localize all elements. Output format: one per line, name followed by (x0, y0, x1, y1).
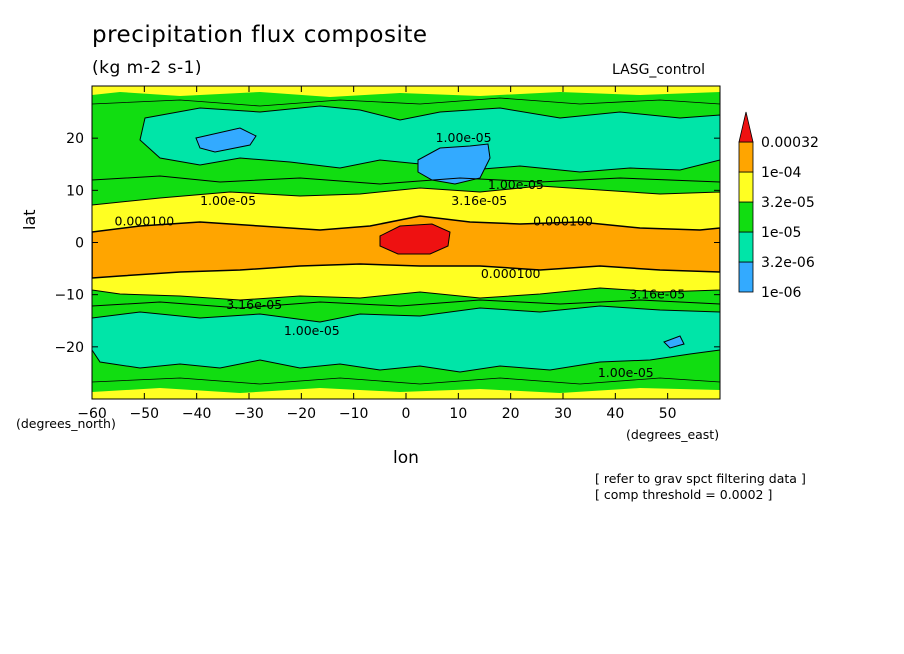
colorbar-label: 1e-05 (761, 225, 801, 241)
contour-line-north (92, 175, 720, 185)
contour-field (92, 86, 720, 399)
colorbar-label: 1e-04 (761, 165, 801, 181)
x-tick-label: 20 (502, 406, 520, 422)
fill-south-teal (92, 305, 720, 373)
chart-units: (kg m-2 s-1) (92, 58, 203, 78)
x-tick-label: 10 (449, 406, 467, 422)
axis-ticks: −60 −50 −40 −30 −20 −10 0 10 20 30 40 50 −20 −10 0 10 20 (54, 86, 720, 422)
colorbar-label: 0.00032 (761, 135, 819, 151)
contour-label: 1.00e-05 (436, 130, 492, 145)
contour-label: 1.00e-05 (200, 193, 256, 208)
x-tick-label: −30 (234, 406, 264, 422)
colorbar-swatch (738, 261, 754, 293)
x-tick-label: 30 (554, 406, 572, 422)
contour-line-south (92, 299, 720, 309)
x-tick-label: −20 (287, 406, 317, 422)
contour-label: 0.000100 (533, 214, 593, 229)
contour-label: 1.00e-05 (488, 177, 544, 192)
x-tick-label: 50 (659, 406, 677, 422)
contour-line-bottom (92, 377, 720, 385)
colorbar-label: 3.2e-05 (761, 195, 815, 211)
y-tick-label: −20 (54, 340, 84, 356)
contour-labels: 1.00e-051.00e-051.00e-053.16e-050.000100… (115, 130, 686, 380)
colorbar-swatch (738, 171, 754, 203)
fill-south-blue (663, 335, 685, 349)
fill-north-teal (139, 105, 720, 173)
contour-label: 1.00e-05 (284, 323, 340, 338)
x-tick-label: −60 (77, 406, 107, 422)
contour-label: 1.00e-05 (598, 365, 654, 380)
contour-label: 3.16e-05 (629, 287, 685, 302)
colorbar-swatch (738, 231, 754, 263)
x-axis-unit-label: (degrees_east) (626, 427, 720, 442)
y-tick-label: −10 (54, 288, 84, 304)
contour-line-top (92, 97, 720, 107)
y-tick-label: 0 (75, 236, 84, 252)
x-tick-label: 0 (402, 406, 411, 422)
colorbar-label: 3.2e-06 (761, 255, 815, 271)
x-axis-label: lon (393, 448, 419, 468)
filter-note: [ refer to grav spct filtering data ] (595, 471, 806, 486)
y-tick-label: 20 (66, 131, 84, 147)
colorbar-arrow (738, 111, 754, 143)
fill-red-core (379, 223, 451, 255)
source-label: LASG_control (612, 62, 705, 78)
contour-label: 0.000100 (481, 266, 541, 281)
fill-north-blue-west (195, 127, 257, 153)
x-tick-label: −40 (182, 406, 212, 422)
colorbar-swatch (738, 141, 754, 173)
colorbar-label: 1e-06 (761, 285, 801, 301)
y-axis-unit-label: (degrees_north) (16, 416, 116, 431)
threshold-note: [ comp threshold = 0.0002 ] (595, 487, 773, 502)
chart-title: precipitation flux composite (92, 22, 428, 48)
colorbar: 1e-06 3.2e-06 1e-05 3.2e-05 1e-04 0.00032 (738, 111, 819, 301)
x-tick-label: −10 (339, 406, 369, 422)
contour-label: 3.16e-05 (226, 297, 282, 312)
x-tick-label: −50 (130, 406, 160, 422)
colorbar-swatch (738, 201, 754, 233)
contour-label: 3.16e-05 (451, 193, 507, 208)
y-tick-label: 10 (66, 183, 84, 199)
contour-label: 0.000100 (115, 214, 175, 229)
x-tick-label: 40 (606, 406, 624, 422)
fill-north-blue-east (417, 143, 491, 185)
